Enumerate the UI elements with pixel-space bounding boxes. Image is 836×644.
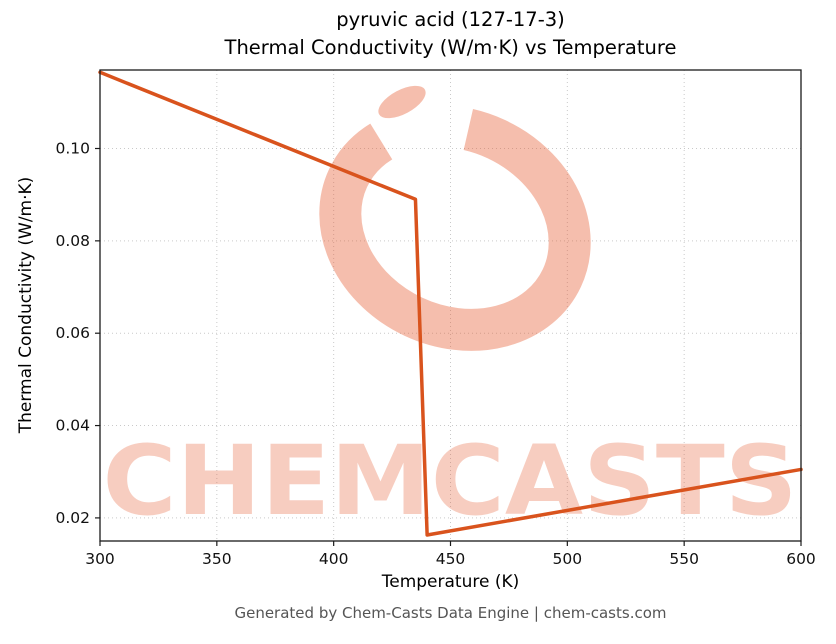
y-tick-label: 0.06	[55, 324, 90, 342]
x-tick-label: 300	[85, 550, 115, 568]
footer-attribution: Generated by Chem-Casts Data Engine | ch…	[234, 604, 667, 622]
x-tick-label: 500	[553, 550, 583, 568]
x-tick-label: 400	[319, 550, 349, 568]
x-axis-label: Temperature (K)	[381, 572, 520, 592]
chart-title-line1: pyruvic acid (127-17-3)	[336, 8, 565, 31]
plot-border	[99, 69, 802, 542]
y-axis-label: Thermal Conductivity (W/m·K)	[16, 176, 36, 434]
y-tick-label: 0.04	[55, 417, 90, 435]
watermark-swirl-tail-icon	[378, 85, 426, 119]
x-tick-label: 550	[669, 550, 699, 568]
y-tick-label: 0.10	[55, 140, 90, 158]
x-tick-label: 350	[202, 550, 232, 568]
y-tick-label: 0.02	[55, 509, 90, 527]
chart-title: pyruvic acid (127-17-3) Thermal Conducti…	[100, 6, 801, 63]
x-tick-label: 450	[436, 550, 466, 568]
y-tick-label: 0.08	[55, 232, 90, 250]
x-tick-label: 600	[786, 550, 816, 568]
chart-title-line2: Thermal Conductivity (W/m·K) vs Temperat…	[224, 36, 677, 60]
data-line-thermal-conductivity	[98, 70, 803, 537]
watermark-swirl-icon	[319, 105, 591, 351]
watermark-text: CHEMCASTS	[103, 425, 798, 537]
